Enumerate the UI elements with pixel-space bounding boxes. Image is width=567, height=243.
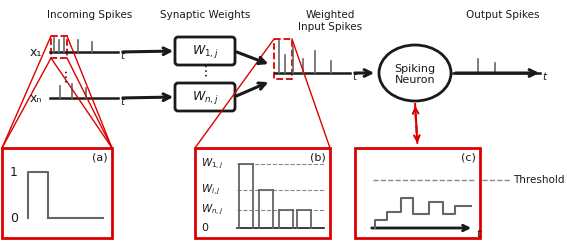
Text: Synaptic Weights: Synaptic Weights (160, 10, 250, 20)
Text: $W_{1,j}$: $W_{1,j}$ (192, 43, 218, 60)
Text: x₁: x₁ (29, 45, 42, 59)
Text: xₙ: xₙ (29, 92, 42, 104)
Text: 1: 1 (10, 165, 18, 179)
Text: $W_{n,j}$: $W_{n,j}$ (201, 203, 223, 217)
Text: Neuron: Neuron (395, 75, 435, 85)
Bar (274, 39, 292, 79)
Text: $W_{n,j}$: $W_{n,j}$ (192, 88, 218, 105)
FancyBboxPatch shape (175, 83, 235, 111)
Text: Threshold: Threshold (513, 175, 565, 185)
Text: t: t (120, 97, 124, 107)
Text: t: t (542, 72, 546, 82)
Text: ⋯: ⋯ (198, 62, 212, 76)
Text: (c): (c) (461, 152, 476, 162)
Bar (51, 36, 67, 58)
FancyBboxPatch shape (175, 37, 235, 65)
Ellipse shape (379, 45, 451, 101)
Text: ⋯: ⋯ (58, 68, 72, 82)
Text: t: t (352, 72, 356, 82)
Text: Spiking: Spiking (395, 64, 435, 74)
Text: Weighted
Input Spikes: Weighted Input Spikes (298, 10, 362, 32)
Text: (b): (b) (310, 152, 326, 162)
Text: t: t (120, 51, 124, 61)
Text: Output Spikes: Output Spikes (466, 10, 540, 20)
Bar (355, 148, 480, 238)
Bar (2, 148, 112, 238)
Text: $W_{1,j}$: $W_{1,j}$ (201, 157, 223, 171)
Text: 0: 0 (10, 211, 18, 225)
Text: t: t (476, 229, 480, 239)
Text: $W_{i,j}$: $W_{i,j}$ (201, 183, 221, 197)
Bar (195, 148, 330, 238)
Text: Incoming Spikes: Incoming Spikes (48, 10, 133, 20)
Text: (a): (a) (92, 152, 108, 162)
Text: 0: 0 (201, 223, 208, 233)
